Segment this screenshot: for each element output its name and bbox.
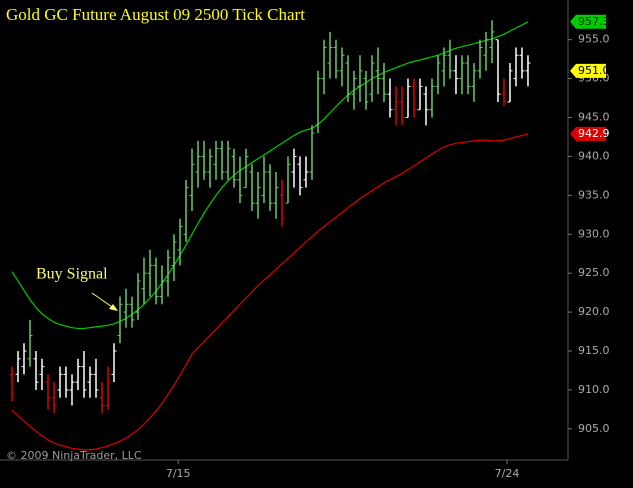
- y-tick-label: 955.0: [578, 33, 610, 46]
- price-marker-label: 957.3: [578, 15, 610, 28]
- y-tick-label: 920.0: [578, 305, 610, 318]
- price-marker-label: 942.9: [578, 127, 610, 140]
- price-marker-label: 951.0: [578, 64, 610, 77]
- y-tick-label: 940.0: [578, 149, 610, 162]
- y-tick-label: 925.0: [578, 266, 610, 279]
- y-tick-label: 910.0: [578, 383, 610, 396]
- copyright: © 2009 NinjaTrader, LLC: [6, 449, 142, 462]
- price-marker: [570, 63, 606, 78]
- annotation: Buy Signal: [36, 266, 108, 283]
- moving-average: [11, 133, 529, 451]
- chart-title: Gold GC Future August 09 2500 Tick Chart: [6, 5, 305, 24]
- annotation-arrowhead: [109, 304, 118, 311]
- y-tick-label: 945.0: [578, 111, 610, 124]
- price-marker: [570, 14, 606, 29]
- y-tick-label: 915.0: [578, 344, 610, 357]
- y-tick-label: 905.0: [578, 422, 610, 435]
- x-tick-label: 7/15: [166, 467, 191, 480]
- y-tick-label: 935.0: [578, 188, 610, 201]
- moving-average: [11, 21, 529, 330]
- price-marker: [570, 126, 606, 141]
- y-tick-label: 930.0: [578, 227, 610, 240]
- x-tick-label: 7/24: [495, 467, 520, 480]
